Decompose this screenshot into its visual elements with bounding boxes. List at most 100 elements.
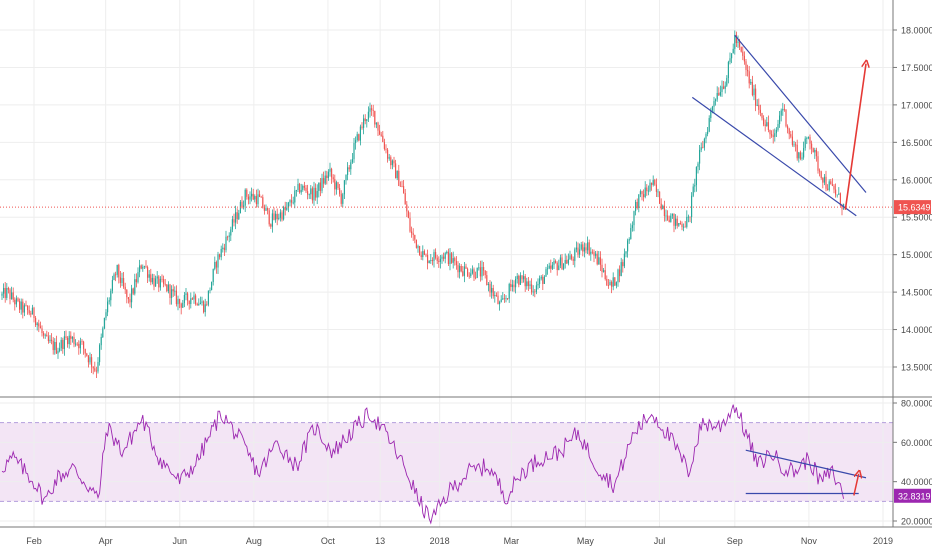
candlestick bbox=[11, 286, 13, 300]
candlestick bbox=[28, 305, 30, 316]
candlestick bbox=[439, 255, 441, 269]
rsi-descending-trendline[interactable] bbox=[745, 449, 867, 479]
rsi-value-label: 32.8319 bbox=[898, 491, 931, 501]
candle-body bbox=[19, 301, 21, 310]
wedge-upper-trendline[interactable] bbox=[734, 34, 867, 193]
candlestick bbox=[297, 178, 299, 193]
candlestick bbox=[423, 249, 425, 256]
candle-body bbox=[572, 258, 574, 261]
projection-arrow[interactable] bbox=[844, 64, 866, 210]
candlestick bbox=[495, 292, 497, 297]
candlestick bbox=[678, 222, 680, 227]
candlestick bbox=[131, 284, 133, 309]
candlestick bbox=[259, 190, 261, 198]
candle-body bbox=[607, 285, 609, 286]
candlestick bbox=[683, 223, 685, 232]
price-tick-label: 14.0000 bbox=[901, 325, 932, 335]
candlestick bbox=[571, 253, 573, 261]
wedge-lower-trendline[interactable] bbox=[691, 96, 857, 217]
candlestick bbox=[614, 277, 616, 287]
candlestick bbox=[657, 188, 659, 198]
candlestick bbox=[684, 220, 686, 228]
candlestick bbox=[308, 193, 310, 200]
candle-body bbox=[287, 202, 289, 208]
candlestick bbox=[668, 215, 670, 223]
candlestick bbox=[340, 190, 342, 207]
candle-body bbox=[363, 118, 365, 128]
candlestick bbox=[775, 127, 777, 138]
candlestick bbox=[436, 254, 438, 265]
candle-body bbox=[548, 265, 550, 269]
x-tick-label: Aug bbox=[246, 536, 262, 546]
candlestick bbox=[326, 170, 328, 185]
candle-body bbox=[579, 249, 581, 255]
candle-body bbox=[443, 256, 445, 259]
candle-body bbox=[55, 341, 57, 354]
candle-body bbox=[196, 303, 198, 306]
candle-body bbox=[787, 126, 789, 129]
candlestick bbox=[587, 236, 589, 255]
candlestick bbox=[673, 213, 675, 233]
candlestick bbox=[681, 221, 683, 231]
candlestick bbox=[545, 266, 547, 277]
candlestick bbox=[182, 299, 184, 309]
candlestick bbox=[275, 210, 277, 223]
candle-body bbox=[78, 343, 80, 349]
candle-body bbox=[839, 193, 841, 206]
candlestick bbox=[473, 267, 475, 281]
candlestick bbox=[228, 232, 230, 243]
candle-body bbox=[814, 149, 816, 153]
candlestick bbox=[334, 174, 336, 196]
candlestick bbox=[635, 199, 637, 216]
candlestick bbox=[827, 184, 829, 191]
candlestick bbox=[177, 295, 179, 311]
candle-body bbox=[161, 278, 163, 280]
candlestick bbox=[350, 159, 352, 175]
candlestick bbox=[553, 257, 555, 270]
candlestick bbox=[283, 205, 285, 221]
candlestick bbox=[783, 104, 785, 112]
candlestick bbox=[295, 189, 297, 197]
candlestick bbox=[191, 297, 193, 301]
candlestick bbox=[735, 31, 737, 47]
candlestick bbox=[790, 131, 792, 139]
candle-body bbox=[358, 134, 360, 141]
candle-body bbox=[780, 110, 782, 116]
candlestick bbox=[516, 273, 518, 284]
candle-body bbox=[675, 218, 677, 226]
candlestick bbox=[7, 286, 9, 294]
candle-body bbox=[734, 34, 736, 49]
candlestick bbox=[313, 181, 315, 206]
candlestick bbox=[22, 298, 24, 319]
candlestick bbox=[150, 268, 152, 286]
candle-body bbox=[231, 219, 233, 230]
candle-body bbox=[30, 313, 32, 315]
candle-body bbox=[427, 255, 429, 264]
candle-body bbox=[76, 343, 78, 345]
candlestick bbox=[491, 281, 493, 299]
candlestick bbox=[519, 272, 521, 285]
candle-body bbox=[131, 288, 133, 303]
candlestick bbox=[380, 131, 382, 137]
candlestick bbox=[510, 279, 512, 292]
rsi-arrow[interactable] bbox=[853, 474, 859, 496]
candlestick bbox=[523, 270, 525, 283]
candle-body bbox=[451, 253, 453, 263]
candlestick bbox=[164, 278, 166, 287]
candle-body bbox=[524, 276, 526, 287]
candlestick bbox=[663, 200, 665, 222]
candle-body bbox=[134, 279, 136, 294]
candle-body bbox=[683, 226, 685, 228]
candlestick bbox=[820, 170, 822, 180]
candle-body bbox=[708, 118, 710, 132]
candle-body bbox=[313, 187, 315, 201]
candlestick bbox=[830, 178, 832, 185]
candlestick bbox=[254, 194, 256, 203]
candle-body bbox=[590, 251, 592, 255]
candlestick bbox=[55, 335, 57, 355]
candle-body bbox=[49, 339, 51, 342]
candlestick bbox=[625, 251, 627, 258]
candle-body bbox=[89, 357, 91, 363]
candle-body bbox=[595, 253, 597, 256]
